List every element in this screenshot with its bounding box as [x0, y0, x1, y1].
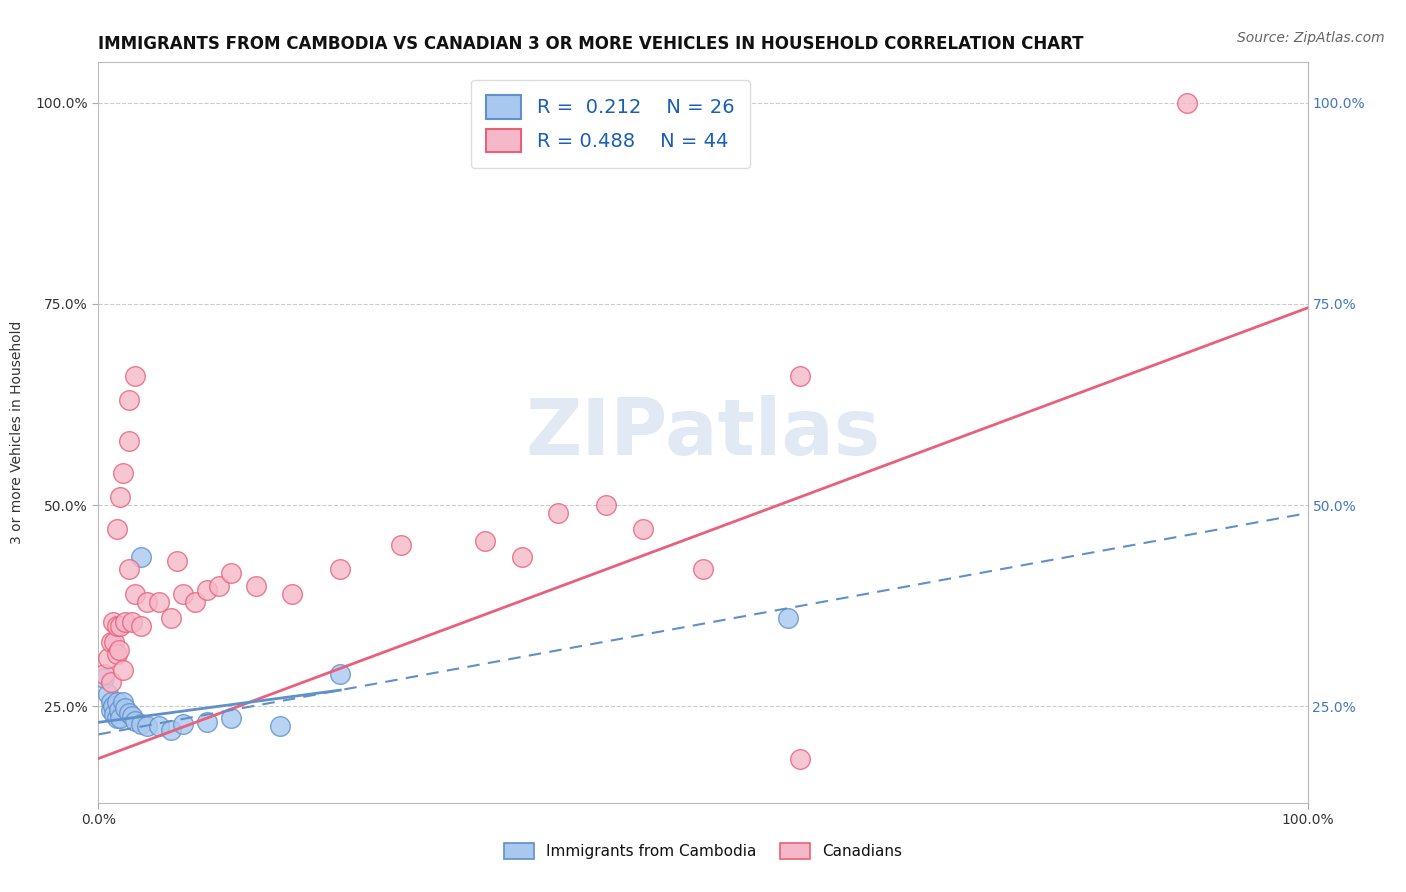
- Point: [111, 695, 134, 709]
- Point: [329, 562, 352, 576]
- Point: [1175, 95, 1198, 110]
- Point: [124, 714, 146, 728]
- Point: [105, 695, 128, 709]
- Point: [108, 711, 131, 725]
- Point: [776, 610, 799, 624]
- Point: [547, 506, 569, 520]
- Point: [105, 711, 128, 725]
- Point: [124, 369, 146, 384]
- Point: [121, 615, 143, 629]
- Point: [108, 703, 131, 717]
- Point: [389, 538, 412, 552]
- Point: [93, 671, 115, 685]
- Y-axis label: 3 or more Vehicles in Household: 3 or more Vehicles in Household: [10, 321, 24, 544]
- Point: [111, 466, 134, 480]
- Point: [108, 619, 131, 633]
- Point: [100, 695, 122, 709]
- Point: [129, 550, 152, 565]
- Point: [692, 562, 714, 576]
- Point: [129, 717, 152, 731]
- Text: ZIPatlas: ZIPatlas: [526, 394, 880, 471]
- Point: [160, 723, 183, 738]
- Point: [103, 635, 125, 649]
- Point: [631, 522, 654, 536]
- Point: [269, 719, 291, 733]
- Point: [281, 586, 304, 600]
- Point: [166, 554, 188, 568]
- Point: [124, 586, 146, 600]
- Point: [789, 369, 811, 384]
- Point: [474, 534, 496, 549]
- Point: [221, 566, 243, 581]
- Point: [208, 578, 231, 592]
- Point: [105, 522, 128, 536]
- Point: [121, 709, 143, 723]
- Point: [108, 490, 131, 504]
- Point: [789, 751, 811, 765]
- Legend: Immigrants from Cambodia, Canadians: Immigrants from Cambodia, Canadians: [498, 838, 908, 865]
- Point: [172, 586, 194, 600]
- Point: [160, 610, 183, 624]
- Point: [221, 711, 243, 725]
- Point: [129, 619, 152, 633]
- Point: [114, 701, 136, 715]
- Point: [118, 393, 141, 408]
- Point: [148, 719, 170, 733]
- Point: [329, 667, 352, 681]
- Point: [118, 706, 141, 720]
- Text: IMMIGRANTS FROM CAMBODIA VS CANADIAN 3 OR MORE VEHICLES IN HOUSEHOLD CORRELATION: IMMIGRANTS FROM CAMBODIA VS CANADIAN 3 O…: [98, 35, 1084, 53]
- Point: [100, 675, 122, 690]
- Point: [118, 434, 141, 448]
- Point: [184, 594, 207, 608]
- Point: [148, 594, 170, 608]
- Point: [195, 715, 218, 730]
- Point: [97, 687, 120, 701]
- Text: Source: ZipAtlas.com: Source: ZipAtlas.com: [1237, 31, 1385, 45]
- Point: [118, 562, 141, 576]
- Point: [105, 647, 128, 661]
- Point: [111, 663, 134, 677]
- Point: [101, 615, 124, 629]
- Point: [245, 578, 267, 592]
- Point: [103, 707, 125, 722]
- Point: [100, 703, 122, 717]
- Point: [195, 582, 218, 597]
- Point: [105, 619, 128, 633]
- Point: [97, 651, 120, 665]
- Point: [101, 699, 124, 714]
- Point: [595, 498, 617, 512]
- Point: [135, 719, 157, 733]
- Point: [93, 667, 115, 681]
- Point: [510, 550, 533, 565]
- Point: [108, 643, 131, 657]
- Point: [100, 635, 122, 649]
- Point: [172, 717, 194, 731]
- Point: [135, 594, 157, 608]
- Point: [114, 615, 136, 629]
